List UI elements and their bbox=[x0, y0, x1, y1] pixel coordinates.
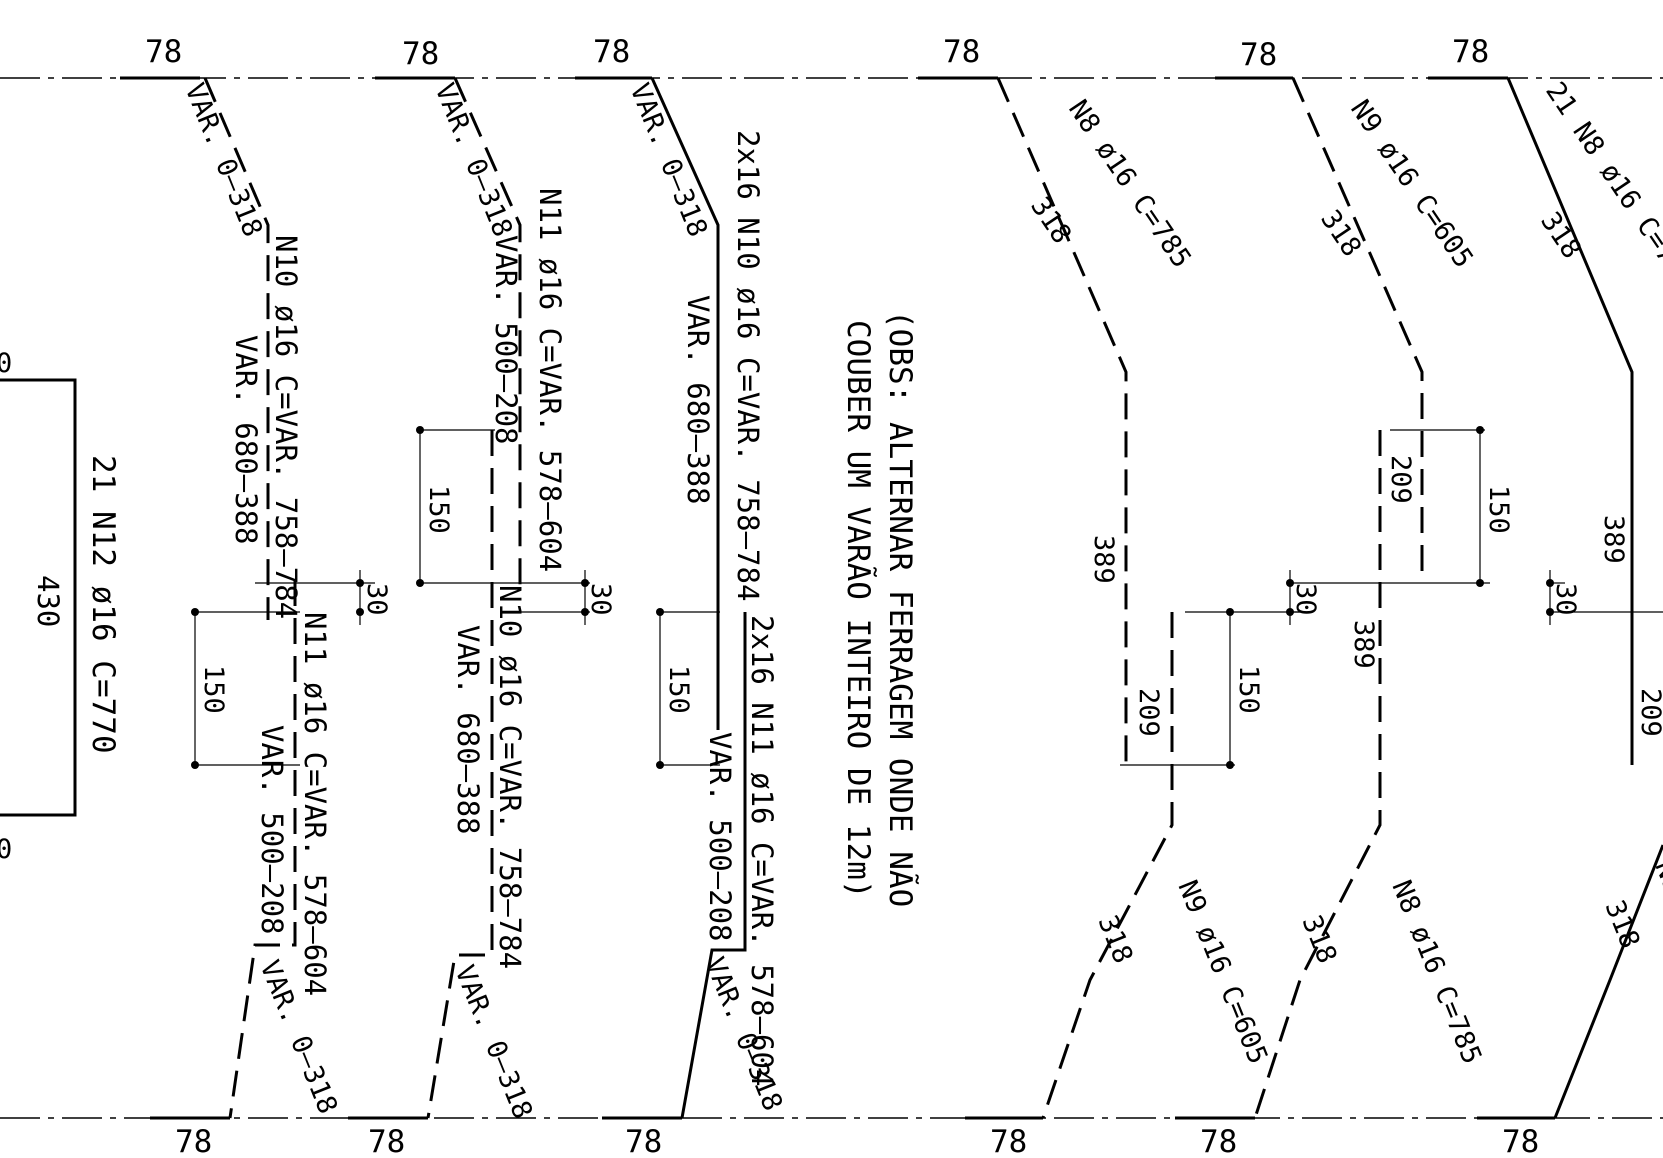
f-upper-seg: 318 bbox=[1534, 207, 1587, 265]
bottom-dim-6: 78 bbox=[1502, 1124, 1539, 1158]
f-gap: 30 bbox=[1550, 583, 1581, 616]
f-lower-label: N9 ø16 C=605 bbox=[1649, 856, 1663, 1048]
e-lap: 150 bbox=[1483, 485, 1514, 534]
b-lower-var: VAR. 0–318 bbox=[449, 961, 539, 1123]
e-upper-straight: 209 bbox=[1385, 455, 1416, 504]
d-lower-label: N9 ø16 C=605 bbox=[1172, 876, 1274, 1068]
n12-label: 21 N12 ø16 C=770 bbox=[85, 455, 121, 754]
e-lower-straight: 389 bbox=[1348, 620, 1379, 669]
f-upper-straight: 389 bbox=[1598, 515, 1629, 564]
bar-group-e: N9 ø16 C=605 318 209 389 N8 ø16 C=785 31… bbox=[1253, 77, 1514, 1119]
top-dim-5: 78 bbox=[1240, 37, 1277, 73]
bottom-dim-4: 78 bbox=[990, 1124, 1027, 1158]
bar-group-b: VAR. 0–318 N11 ø16 C=VAR. 578–604 VAR. 5… bbox=[416, 77, 616, 1123]
bar-n12: 0 0 21 N12 ø16 C=770 430 bbox=[0, 348, 121, 865]
top-dim-1: 78 bbox=[145, 34, 182, 70]
bar-group-f: 21 N8 ø16 C=785 318 389 209 N9 ø16 C=605… bbox=[1506, 77, 1663, 1119]
d-upper-label: N8 ø16 C=785 bbox=[1062, 95, 1197, 274]
c-lower-label: 2x16 N11 ø16 C=VAR. 578–604 bbox=[745, 615, 779, 1086]
c-upper-var: VAR. 0–318 bbox=[624, 79, 714, 241]
c-lower-range: VAR. 500–208 bbox=[703, 732, 737, 942]
a-gap: 30 bbox=[361, 583, 392, 616]
c-lap: 150 bbox=[663, 665, 694, 714]
a-lower-range: VAR. 500–208 bbox=[255, 725, 289, 935]
bottom-dim-3: 78 bbox=[625, 1124, 662, 1158]
e-lower-label: N8 ø16 C=785 bbox=[1386, 876, 1488, 1068]
e-gap: 30 bbox=[1290, 583, 1321, 616]
b-gap: 30 bbox=[585, 583, 616, 616]
e-upper-seg: 318 bbox=[1314, 205, 1367, 263]
bar-group-d: N8 ø16 C=785 318 389 209 N9 ø16 C=605 31… bbox=[996, 77, 1300, 1119]
top-dim-4: 78 bbox=[943, 34, 980, 70]
bottom-dim-2: 78 bbox=[368, 1124, 405, 1158]
bottom-dim-1: 78 bbox=[175, 1124, 212, 1158]
top-dim-3: 78 bbox=[593, 34, 630, 70]
n12-edge-top: 0 bbox=[0, 348, 12, 379]
n12-length: 430 bbox=[31, 575, 65, 627]
f-lower-straight: 209 bbox=[1635, 688, 1663, 737]
bar-group-a: VAR. 0–318 N10 ø16 C=VAR. 758–784 VAR. 6… bbox=[179, 77, 392, 1118]
d-lower-straight: 209 bbox=[1133, 688, 1164, 737]
b-lap: 150 bbox=[423, 485, 454, 534]
top-dim-6: 78 bbox=[1452, 34, 1489, 70]
b-upper-range: VAR. 500–208 bbox=[489, 235, 523, 445]
a-upper-label: N10 ø16 C=VAR. 758–784 bbox=[269, 235, 303, 619]
top-dimensions: 78 78 78 78 78 78 bbox=[120, 34, 1508, 80]
d-lower-seg: 318 bbox=[1092, 911, 1139, 968]
a-lap: 150 bbox=[198, 665, 229, 714]
a-lower-label: N11 ø16 C=VAR. 578–604 bbox=[298, 612, 332, 996]
c-upper-label: 2x16 N10 ø16 C=VAR. 758–784 bbox=[731, 130, 765, 601]
c-upper-range: VAR. 680–388 bbox=[681, 295, 715, 505]
b-lower-label: N10 ø16 C=VAR. 758–784 bbox=[493, 585, 527, 969]
n12-edge-bottom: 0 bbox=[0, 834, 12, 865]
note: (OBS: ALTERNAR FERRAGEM ONDE NÃO COUBER … bbox=[840, 310, 918, 907]
d-lap: 150 bbox=[1233, 665, 1264, 714]
d-upper-straight: 389 bbox=[1088, 535, 1119, 584]
a-upper-var: VAR. 0–318 bbox=[179, 79, 269, 241]
bottom-dimensions: 78 78 78 78 78 78 bbox=[150, 1116, 1555, 1158]
bottom-dim-5: 78 bbox=[1200, 1124, 1237, 1158]
note-line-2: COUBER UM VARÃO INTEIRO DE 12m) bbox=[840, 320, 876, 899]
a-upper-range: VAR. 680–388 bbox=[229, 335, 263, 545]
b-upper-var: VAR. 0–318 bbox=[429, 79, 519, 241]
bar-group-c: VAR. 0–318 2x16 N10 ø16 C=VAR. 758–784 V… bbox=[624, 77, 788, 1119]
f-upper-label: 21 N8 ø16 C=785 bbox=[1539, 77, 1663, 296]
b-lower-range: VAR. 680–388 bbox=[451, 625, 485, 835]
e-lower-seg: 318 bbox=[1296, 911, 1343, 968]
b-upper-label: N11 ø16 C=VAR. 578–604 bbox=[533, 188, 567, 572]
top-dim-2: 78 bbox=[402, 36, 439, 72]
note-line-1: (OBS: ALTERNAR FERRAGEM ONDE NÃO bbox=[882, 310, 918, 907]
